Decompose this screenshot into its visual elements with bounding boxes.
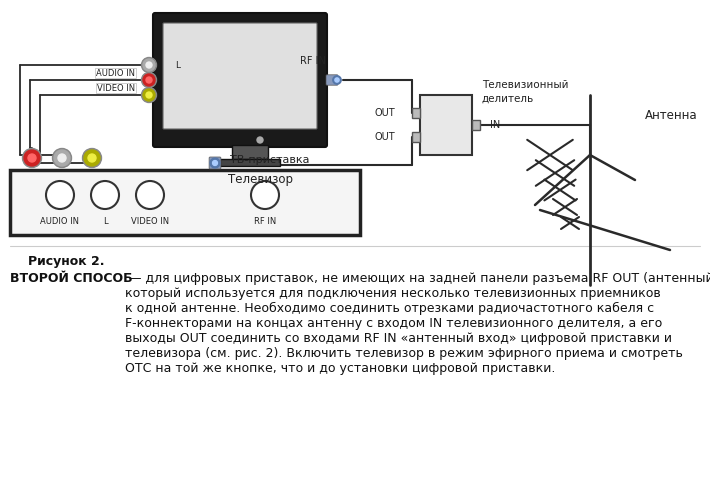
Circle shape [141, 87, 156, 102]
Circle shape [335, 78, 339, 82]
Circle shape [251, 181, 279, 209]
Circle shape [53, 149, 72, 168]
Text: L: L [103, 217, 107, 226]
Text: RF IN: RF IN [254, 217, 276, 226]
Circle shape [23, 149, 41, 168]
Text: Рисунок 2.: Рисунок 2. [28, 255, 104, 268]
Text: Антенна: Антенна [645, 108, 698, 121]
Circle shape [58, 154, 66, 162]
Text: AUDIO IN: AUDIO IN [40, 217, 80, 226]
Text: Телевизионный: Телевизионный [482, 80, 569, 90]
Circle shape [24, 150, 40, 166]
Text: IN: IN [490, 120, 501, 130]
Text: VIDEO IN: VIDEO IN [131, 217, 169, 226]
Circle shape [210, 158, 220, 168]
Text: — для цифровых приставок, не имеющих на задней панели разъема RF OUT (антенный в: — для цифровых приставок, не имеющих на … [125, 272, 710, 375]
Circle shape [141, 57, 156, 72]
Circle shape [146, 92, 152, 98]
Text: RF IN: RF IN [300, 56, 326, 66]
Bar [412, 108, 420, 118]
Bar [420, 95, 472, 155]
Text: OUT: OUT [374, 132, 395, 142]
Text: Телевизор: Телевизор [227, 173, 293, 186]
Bar [10, 170, 360, 235]
Circle shape [333, 76, 342, 84]
Circle shape [46, 181, 74, 209]
Bar [472, 120, 480, 130]
Text: делитель: делитель [482, 94, 534, 104]
Circle shape [84, 150, 100, 166]
Circle shape [136, 181, 164, 209]
Text: VIDEO IN: VIDEO IN [97, 83, 135, 92]
Circle shape [257, 137, 263, 143]
Circle shape [141, 72, 156, 87]
Circle shape [143, 74, 155, 86]
Text: ТВ-приставка: ТВ-приставка [230, 155, 310, 165]
Circle shape [146, 77, 152, 83]
Bar [232, 145, 268, 159]
FancyBboxPatch shape [326, 75, 338, 85]
Bar [220, 159, 280, 166]
Circle shape [54, 150, 70, 166]
Circle shape [212, 161, 217, 166]
Text: OUT: OUT [374, 108, 395, 118]
FancyBboxPatch shape [153, 13, 327, 147]
Circle shape [143, 89, 155, 101]
Text: L: L [175, 60, 180, 69]
FancyBboxPatch shape [163, 23, 317, 129]
Bar [412, 132, 420, 142]
Text: ВТОРОЙ СПОСОБ: ВТОРОЙ СПОСОБ [10, 272, 133, 285]
Circle shape [146, 62, 152, 68]
Circle shape [82, 149, 102, 168]
Circle shape [28, 154, 36, 162]
Circle shape [143, 59, 155, 71]
Circle shape [88, 154, 96, 162]
Text: AUDIO IN: AUDIO IN [96, 68, 135, 77]
Circle shape [91, 181, 119, 209]
FancyBboxPatch shape [209, 157, 221, 169]
